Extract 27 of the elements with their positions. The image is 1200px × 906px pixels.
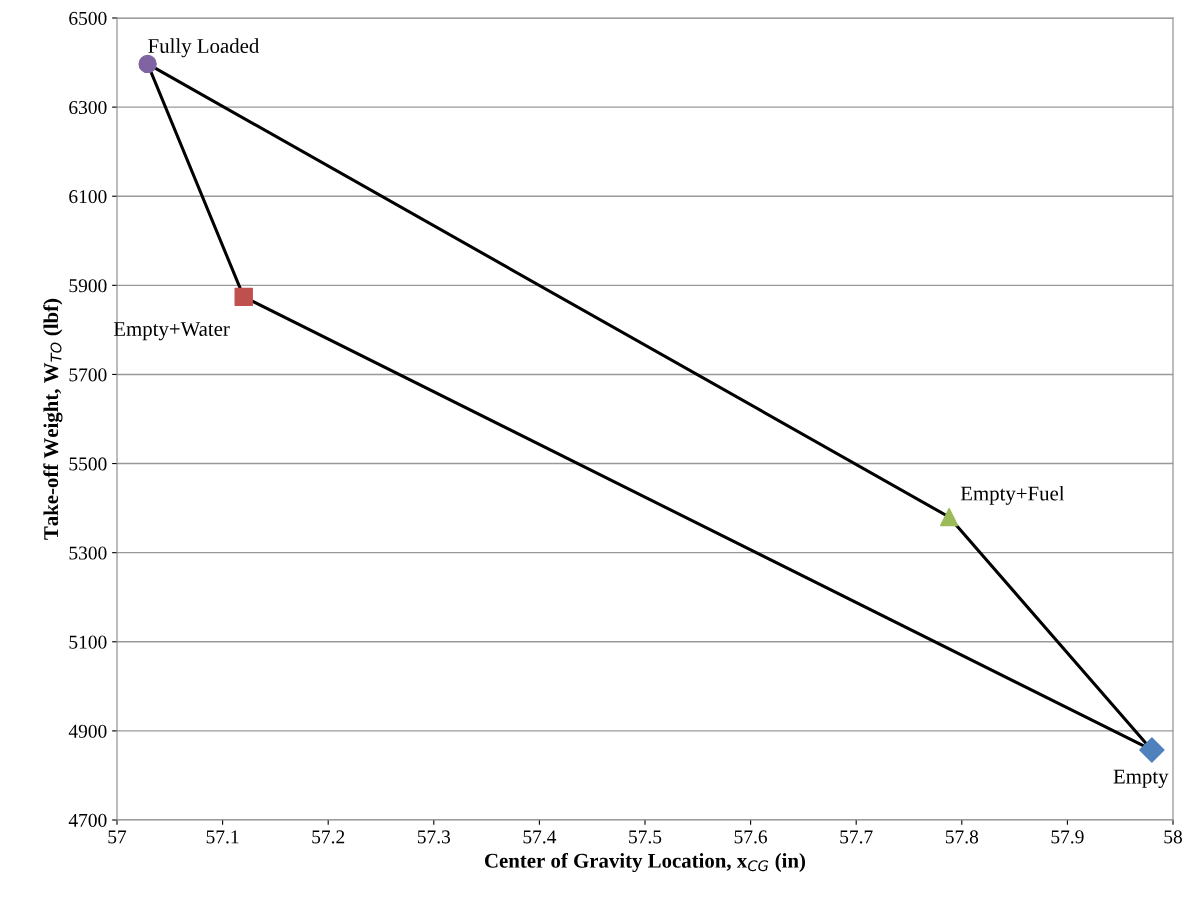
x-tick-label: 57.5 <box>629 830 662 844</box>
y-tick-label: 5700 <box>69 368 107 382</box>
x-tick-label: 57.8 <box>945 830 979 844</box>
y-tick-label: 6500 <box>69 11 107 25</box>
y-tick-label: 5500 <box>69 457 107 471</box>
x-tick-label: 57.7 <box>840 830 873 844</box>
x-tick-label: 57.4 <box>523 830 557 844</box>
series-label: Empty+Fuel <box>960 485 1065 505</box>
x-tick-label: 57 <box>108 830 127 844</box>
y-axis-title: Take-off Weight, W$_{TO}$ (lbf) <box>43 298 63 540</box>
y-tick-label: 4700 <box>68 813 107 827</box>
y-tick-label: 5900 <box>69 279 107 293</box>
x-tick-label: 57.2 <box>312 830 345 844</box>
x-tick-label: 57.3 <box>417 830 451 844</box>
x-axis-title: Center of Gravity Location, x$_{CG}$ (in) <box>484 852 806 873</box>
x-tick-label: 57.9 <box>1051 830 1084 844</box>
series-label: Empty+Water <box>113 322 230 341</box>
x-tick-label: 57.1 <box>206 830 239 844</box>
x-tick-label: 58 <box>1164 830 1182 844</box>
series-label: Fully Loaded <box>148 38 260 58</box>
y-tick-label: 6100 <box>69 190 107 204</box>
series-label: Empty <box>1113 769 1169 788</box>
x-tick-label: 57.6 <box>734 830 768 844</box>
y-tick-label: 5100 <box>69 635 107 649</box>
y-tick-label: 6300 <box>69 100 107 115</box>
y-tick-label: 5300 <box>69 546 107 560</box>
y-tick-label: 4900 <box>68 724 107 738</box>
